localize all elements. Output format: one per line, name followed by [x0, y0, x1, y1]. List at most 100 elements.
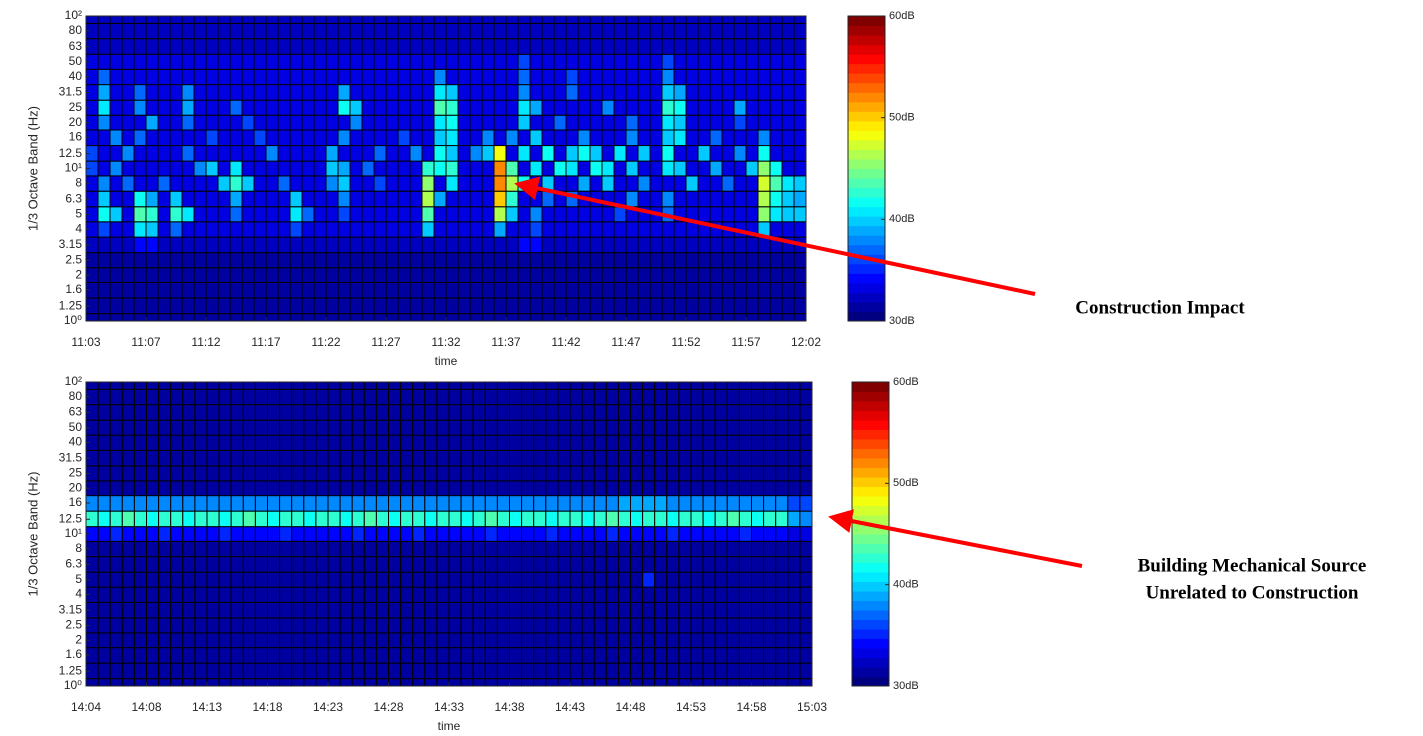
heatmap-cell	[315, 647, 329, 664]
colorbar-step	[852, 439, 889, 449]
heatmap-cell	[775, 632, 789, 649]
heatmap-cell	[373, 15, 387, 24]
y-tick-label: 12.5	[59, 511, 83, 525]
heatmap-cell	[630, 601, 644, 619]
heatmap-cell	[448, 404, 462, 421]
heatmap-cell	[121, 381, 135, 390]
heatmap-cell	[169, 267, 183, 283]
heatmap-cell	[218, 632, 232, 649]
heatmap-cell	[375, 434, 389, 451]
heatmap-cell	[373, 281, 387, 299]
heatmap-cell	[581, 601, 595, 619]
heatmap-cell	[373, 22, 387, 40]
heatmap-cell	[181, 313, 195, 322]
y-tick-label: 50	[69, 420, 83, 434]
heatmap-cell	[218, 571, 232, 588]
heatmap-cell	[775, 404, 789, 421]
heatmap-cell	[577, 267, 591, 283]
heatmap-cell	[229, 84, 243, 101]
heatmap-cell	[799, 419, 813, 436]
heatmap-cell	[400, 556, 414, 573]
heatmap-cell	[733, 129, 747, 147]
heatmap-cell	[351, 465, 365, 482]
heatmap-cell	[649, 38, 663, 55]
heatmap-cell	[97, 129, 111, 147]
heatmap-cell	[745, 15, 759, 24]
heatmap-cell	[182, 526, 196, 542]
heatmap-cell	[351, 617, 365, 634]
heatmap-cell	[553, 252, 567, 269]
heatmap-cell	[337, 221, 351, 238]
heatmap-cell	[397, 160, 411, 177]
heatmap-cell	[388, 388, 402, 406]
heatmap-cell	[625, 99, 639, 116]
heatmap-cell	[533, 662, 547, 680]
heatmap-cell	[593, 556, 607, 573]
heatmap-cell	[158, 678, 172, 687]
heatmap-cell	[605, 601, 619, 619]
heatmap-cell	[121, 495, 135, 512]
heatmap-cell	[496, 586, 510, 603]
heatmap-cell	[433, 114, 447, 131]
heatmap-cell	[375, 495, 389, 512]
heatmap-cell	[303, 526, 317, 542]
heatmap-cell	[375, 526, 389, 542]
heatmap-cell	[642, 601, 656, 619]
heatmap-cell	[545, 586, 559, 603]
y-tick-label: 4	[75, 587, 82, 601]
heatmap-cell	[769, 221, 783, 238]
heatmap-cell	[327, 434, 341, 451]
heatmap-cell	[517, 22, 531, 40]
colorbar-step	[848, 25, 885, 36]
heatmap-cell	[460, 495, 474, 512]
heatmap-cell	[121, 678, 135, 687]
heatmap-cell	[642, 586, 656, 603]
heatmap-cell	[745, 84, 759, 101]
y-tick-label: 12.5	[59, 146, 83, 160]
heatmap-cell	[625, 15, 639, 24]
heatmap-cell	[133, 84, 147, 101]
heatmap-cell	[469, 190, 483, 208]
heatmap-cell	[109, 22, 123, 40]
x-tick-label: 11:12	[191, 335, 220, 349]
heatmap-cell	[493, 221, 507, 238]
heatmap-cell	[457, 68, 471, 86]
heatmap-cell	[121, 404, 135, 421]
heatmap-cell	[385, 206, 399, 223]
heatmap-cell	[484, 381, 498, 390]
heatmap-cell	[673, 114, 687, 131]
y-tick-label: 20	[69, 480, 83, 494]
heatmap-cell	[181, 297, 195, 315]
heatmap-cell	[303, 571, 317, 588]
heatmap-cell	[654, 632, 668, 649]
heatmap-cell	[109, 617, 123, 634]
heatmap-cell	[577, 281, 591, 299]
heatmap-cell	[181, 236, 195, 254]
heatmap-cell	[170, 647, 184, 664]
heatmap-cell	[363, 586, 377, 603]
heatmap-cell	[337, 84, 351, 101]
heatmap-cell	[351, 571, 365, 588]
heatmap-cell	[666, 449, 680, 467]
heatmap-cell	[775, 662, 789, 680]
y-tick-label: 3.15	[59, 237, 83, 251]
heatmap-cell	[277, 38, 291, 55]
heatmap-cell	[617, 540, 632, 558]
heatmap-cell	[702, 586, 716, 603]
heatmap-cell	[194, 465, 208, 482]
heatmap-cell	[553, 129, 567, 147]
heatmap-cell	[654, 449, 668, 467]
y-tick-label: 10⁰	[64, 678, 82, 692]
annotation: Unrelated to Construction	[1146, 582, 1359, 603]
heatmap-cell	[436, 556, 450, 573]
heatmap-cell	[541, 297, 555, 315]
heatmap-cell	[351, 449, 365, 467]
heatmap-cell	[521, 617, 535, 634]
heatmap-cell	[436, 678, 450, 687]
heatmap-cell	[733, 267, 747, 283]
heatmap-cell	[781, 206, 795, 223]
heatmap-cell	[702, 601, 716, 619]
heatmap-cell	[409, 252, 423, 269]
heatmap-cell	[613, 236, 627, 254]
heatmap-cell	[521, 662, 535, 680]
